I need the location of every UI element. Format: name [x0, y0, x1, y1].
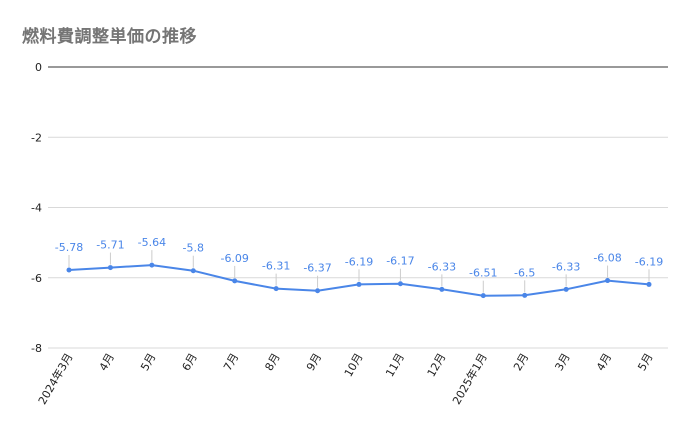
data-label: -5.78 [55, 241, 83, 254]
data-point [273, 286, 279, 292]
y-tick-label: -6 [31, 272, 42, 285]
x-tick-label: 5月 [635, 351, 655, 373]
x-tick-label: 7月 [221, 351, 241, 373]
data-point [315, 288, 321, 294]
data-labels: -5.78 -5.71 -5.64 -5.8-6.09-6.31 -6.37 -6.19-… [55, 236, 663, 293]
data-point [563, 286, 569, 292]
x-tick-label: 12月 [425, 351, 449, 379]
x-tick-label: 10月 [342, 351, 366, 379]
x-tick-label: 2024年3月 [35, 351, 76, 407]
x-tick-label: 4月 [97, 351, 117, 373]
data-point [397, 281, 403, 287]
data-point [522, 292, 528, 298]
data-label: -6.33 [428, 260, 456, 273]
series-layer [66, 262, 652, 299]
data-label: -5.71 [96, 239, 124, 252]
y-tick-label: -4 [31, 202, 42, 215]
x-tick-label: 5月 [138, 351, 158, 373]
data-label: -6.19 [345, 255, 373, 268]
x-tick-label: 4月 [594, 351, 614, 373]
data-label: -5.64 [138, 236, 166, 249]
chart-title: 燃料費調整単価の推移 [22, 27, 197, 47]
data-label: -6.33 [552, 260, 580, 273]
x-tick-label: 3月 [552, 351, 572, 373]
data-label: -6.31 [262, 260, 290, 273]
y-axis: 0 -2 -4 -6 -8 [31, 61, 42, 355]
data-point [190, 268, 196, 274]
data-label: -6.51 [469, 267, 497, 280]
y-tick-label: -2 [31, 131, 42, 144]
x-tick-label: 2025年1月 [449, 351, 490, 407]
x-tick-label: 8月 [262, 351, 282, 373]
x-tick-label: 6月 [180, 351, 200, 373]
data-point [107, 265, 113, 271]
data-label: -6.09 [220, 252, 248, 265]
data-point [646, 281, 652, 287]
data-point [356, 281, 362, 287]
x-axis: 2024年3月 4月 5月 6月 7月 8月 9月 10月 11月 12月 2025年1月 2月 3月 4… [35, 351, 656, 407]
x-tick-label: 2月 [511, 351, 531, 373]
x-tick-label: 9月 [304, 351, 324, 373]
grid-layer [48, 66, 668, 349]
data-point [605, 278, 611, 284]
x-tick-label: 11月 [383, 351, 407, 379]
data-label: -6.5 [514, 266, 535, 279]
data-label: -5.8 [183, 242, 204, 255]
y-tick-label: -8 [31, 342, 42, 355]
y-tick-label: 0 [35, 61, 42, 74]
data-point [480, 293, 486, 299]
data-label: -6.19 [635, 255, 663, 268]
data-point [149, 262, 155, 268]
data-label: -6.08 [593, 252, 621, 265]
data-point [439, 286, 445, 292]
data-point [232, 278, 238, 284]
data-label: -6.37 [303, 262, 331, 275]
data-label: -6.17 [386, 255, 414, 268]
data-point [66, 267, 72, 273]
